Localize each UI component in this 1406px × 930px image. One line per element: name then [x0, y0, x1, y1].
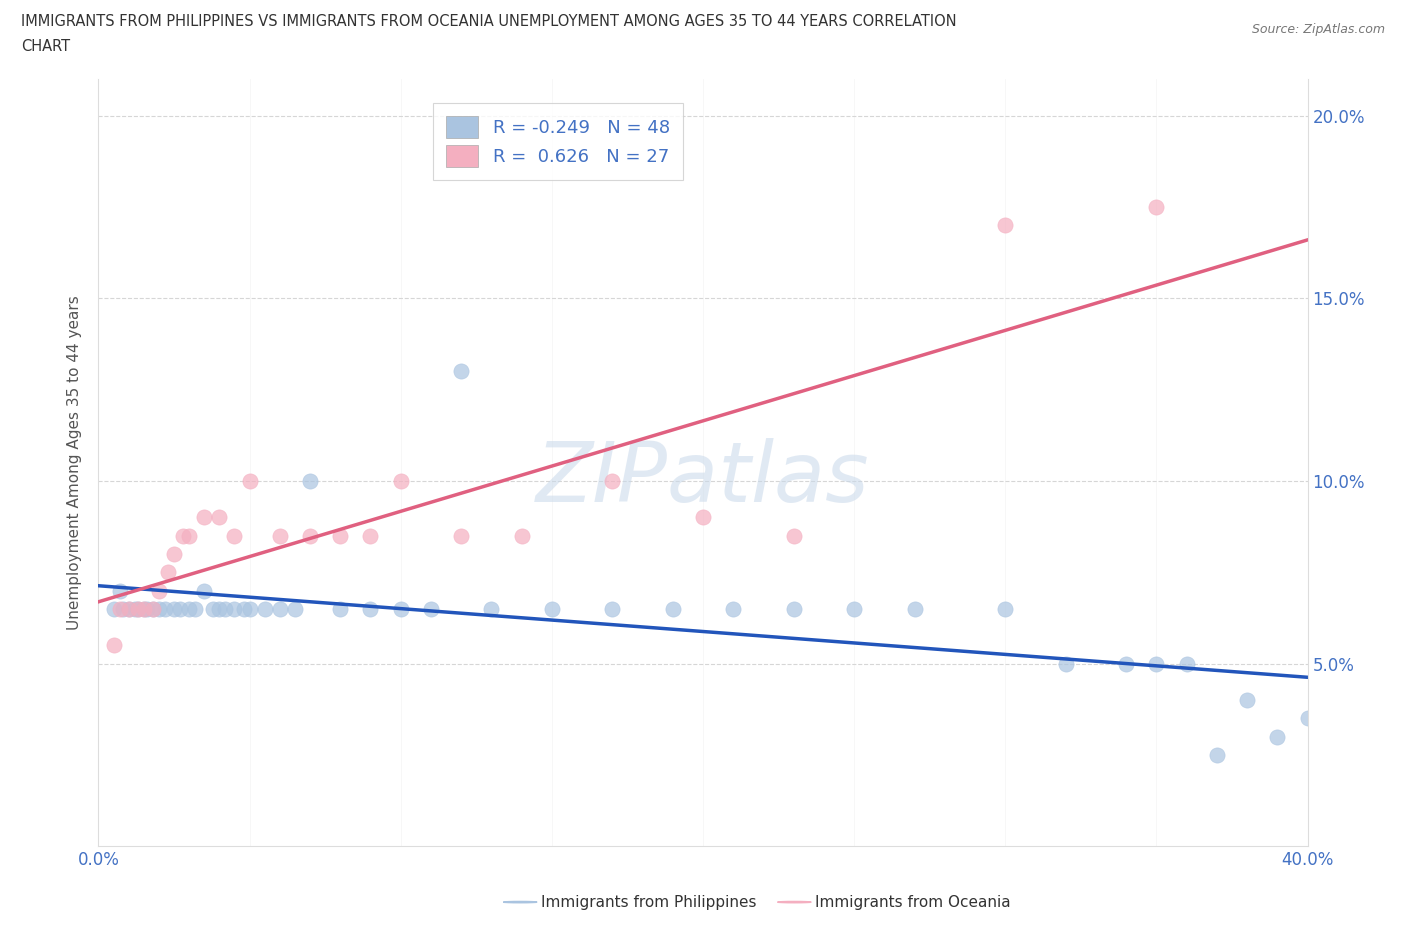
Point	[193, 583, 215, 598]
Point	[172, 528, 194, 543]
Point	[1144, 200, 1167, 215]
Point	[389, 602, 412, 617]
Point	[602, 473, 624, 488]
Point	[269, 602, 291, 617]
Point	[1054, 657, 1077, 671]
Point	[692, 510, 714, 525]
Point	[224, 528, 246, 543]
Point	[1236, 693, 1258, 708]
Point	[153, 602, 176, 617]
Point	[540, 602, 562, 617]
Point	[450, 364, 472, 379]
Point	[510, 528, 533, 543]
Point	[994, 602, 1017, 617]
Point	[269, 528, 291, 543]
Point	[108, 602, 131, 617]
Point	[389, 473, 412, 488]
Point	[111, 602, 134, 617]
Point	[179, 602, 201, 617]
Legend: R = -0.249   N = 48, R =  0.626   N = 27: R = -0.249 N = 48, R = 0.626 N = 27	[433, 103, 682, 180]
Point	[132, 602, 155, 617]
Text: Immigrants from Oceania: Immigrants from Oceania	[815, 895, 1011, 910]
Point	[253, 602, 276, 617]
Point	[127, 602, 149, 617]
Point	[1296, 711, 1319, 725]
Circle shape	[778, 901, 811, 903]
Point	[156, 565, 179, 579]
Point	[193, 510, 215, 525]
Point	[169, 602, 191, 617]
Point	[1144, 657, 1167, 671]
Point	[239, 602, 262, 617]
Point	[118, 602, 141, 617]
Point	[299, 528, 322, 543]
Y-axis label: Unemployment Among Ages 35 to 44 years: Unemployment Among Ages 35 to 44 years	[67, 296, 83, 630]
Point	[1175, 657, 1198, 671]
Point	[202, 602, 225, 617]
Point	[661, 602, 683, 617]
Point	[360, 528, 382, 543]
Point	[1206, 748, 1229, 763]
Circle shape	[503, 901, 537, 903]
Point	[103, 602, 125, 617]
Point	[118, 602, 141, 617]
Text: Source: ZipAtlas.com: Source: ZipAtlas.com	[1251, 23, 1385, 36]
Point	[904, 602, 927, 617]
Point	[208, 602, 231, 617]
Text: ZIPatlas: ZIPatlas	[536, 437, 870, 519]
Point	[224, 602, 246, 617]
Point	[103, 638, 125, 653]
Point	[232, 602, 254, 617]
Point	[844, 602, 866, 617]
Text: CHART: CHART	[21, 39, 70, 54]
Point	[450, 528, 472, 543]
Point	[142, 602, 165, 617]
Point	[420, 602, 443, 617]
Point	[214, 602, 236, 617]
Point	[602, 602, 624, 617]
Point	[124, 602, 146, 617]
Point	[208, 510, 231, 525]
Point	[994, 218, 1017, 232]
Point	[284, 602, 307, 617]
Point	[148, 583, 170, 598]
Text: Immigrants from Philippines: Immigrants from Philippines	[541, 895, 756, 910]
Point	[329, 528, 352, 543]
Point	[239, 473, 262, 488]
Point	[132, 602, 155, 617]
Point	[142, 602, 165, 617]
Point	[108, 583, 131, 598]
Point	[329, 602, 352, 617]
Point	[299, 473, 322, 488]
Point	[1115, 657, 1137, 671]
Point	[163, 547, 186, 562]
Point	[481, 602, 503, 617]
Point	[1267, 729, 1289, 744]
Point	[148, 602, 170, 617]
Point	[179, 528, 201, 543]
Point	[723, 602, 745, 617]
Point	[783, 528, 806, 543]
Text: IMMIGRANTS FROM PHILIPPINES VS IMMIGRANTS FROM OCEANIA UNEMPLOYMENT AMONG AGES 3: IMMIGRANTS FROM PHILIPPINES VS IMMIGRANT…	[21, 14, 956, 29]
Point	[783, 602, 806, 617]
Point	[184, 602, 207, 617]
Point	[360, 602, 382, 617]
Point	[127, 602, 149, 617]
Point	[135, 602, 157, 617]
Point	[163, 602, 186, 617]
